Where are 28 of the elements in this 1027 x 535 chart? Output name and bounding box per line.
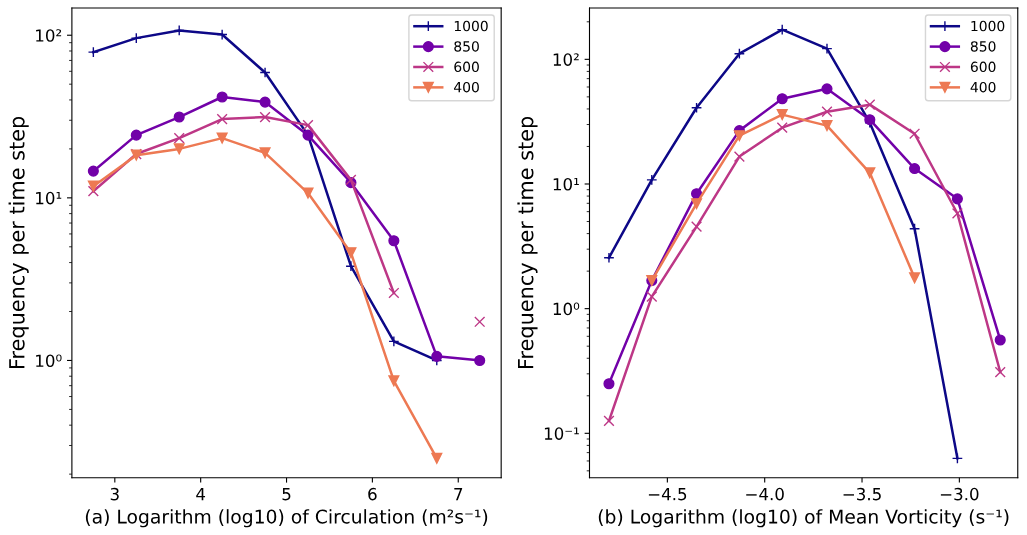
y-tick-label: 10¹ <box>553 177 579 191</box>
legend-label: 1000 <box>971 20 1005 32</box>
x-axis-title: (b) Logarithm (log10) of Mean Vorticity (s⁻¹) <box>598 509 1009 528</box>
y-tick-label: 10² <box>36 29 62 42</box>
legend-label: 600 <box>970 61 996 73</box>
legend-label: 850 <box>454 41 479 52</box>
y-tick-label: 10⁻¹ <box>544 427 579 440</box>
y-tick-label: 10² <box>553 53 579 66</box>
x-tick-label: −3.5 <box>843 487 881 501</box>
x-tick-label: 5 <box>282 487 291 501</box>
y-tick-label: 10⁰ <box>36 354 62 368</box>
x-tick-label: 6 <box>368 487 377 501</box>
y-axis-title: Frequency per time step <box>8 116 29 368</box>
y-tick-label: 10⁰ <box>553 302 580 316</box>
x-tick-label: −3.0 <box>940 487 979 501</box>
y-tick-label: 10¹ <box>36 191 62 205</box>
y-axis-title: Frequency per time step <box>517 116 538 368</box>
x-tick-label: −4.0 <box>746 487 784 501</box>
legend-label: 1000 <box>454 20 488 32</box>
legend-label: 600 <box>454 61 479 73</box>
legend-label: 400 <box>970 81 996 93</box>
x-axis-title: (a) Logarithm (log10) of Circulation (m²s⁻¹) <box>85 509 488 528</box>
x-tick-label: 4 <box>196 487 206 501</box>
x-tick-label: −4.5 <box>648 487 687 501</box>
legend-label: 850 <box>970 41 996 52</box>
x-tick-label: 3 <box>110 487 119 501</box>
x-tick-label: 7 <box>454 487 463 501</box>
legend-label: 400 <box>454 81 479 93</box>
